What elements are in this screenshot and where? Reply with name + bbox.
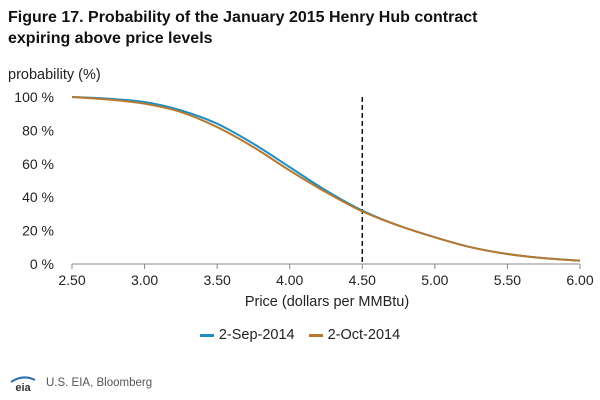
x-tick-label: 2.50 [58,272,85,288]
y-tick-label: 60 % [22,156,54,172]
series-line-1 [71,96,581,262]
x-axis-title: Price (dollars per MMBtu) [245,294,409,310]
legend: 2-Sep-2014 2-Oct-2014 [0,327,600,343]
chart-title-line-1: Figure 17. Probability of the January 20… [8,9,478,26]
eia-logo-icon: eia [10,376,36,394]
x-tick-label: 5.50 [494,272,521,288]
source-text: U.S. EIA, Bloomberg [46,377,153,389]
legend-item-series-1[interactable]: 2-Sep-2014 [199,327,295,343]
x-tick-label: 3.00 [131,272,158,288]
x-tick-label: 5.00 [421,272,448,288]
series-lines [71,96,581,262]
y-tick-label: 0 % [30,256,54,272]
x-tick-label: 4.00 [276,272,303,288]
y-axis-ticks: 0 % 20 % 40 % 60 % 80 % 100 % [14,89,54,272]
source-footer: eia U.S. EIA, Bloomberg [8,372,152,394]
x-tick-label: 6.00 [566,272,593,288]
chart-title: Figure 17. Probability of the January 20… [8,7,508,49]
y-tick-label: 80 % [22,122,54,138]
y-axis-title: probability (%) [8,67,101,83]
chart-title-line-2: expiring above price levels [8,30,213,47]
y-tick-label: 20 % [22,223,54,239]
eia-logo-text: eia [15,382,31,394]
legend-item-series-2[interactable]: 2-Oct-2014 [308,327,401,343]
y-tick-label: 40 % [22,189,54,205]
legend-swatch-series-1 [199,333,214,337]
y-tick-label: 100 % [14,89,54,105]
legend-swatch-series-2 [308,333,323,337]
series-line-2 [71,96,581,262]
x-tick-label: 3.50 [204,272,231,288]
legend-label-series-1: 2-Sep-2014 [218,327,295,343]
x-axis-ticks: 2.50 3.00 3.50 4.00 4.50 5.00 5.50 6.00 [58,264,594,288]
legend-label-series-2: 2-Oct-2014 [327,327,401,343]
x-tick-label: 4.50 [349,272,376,288]
